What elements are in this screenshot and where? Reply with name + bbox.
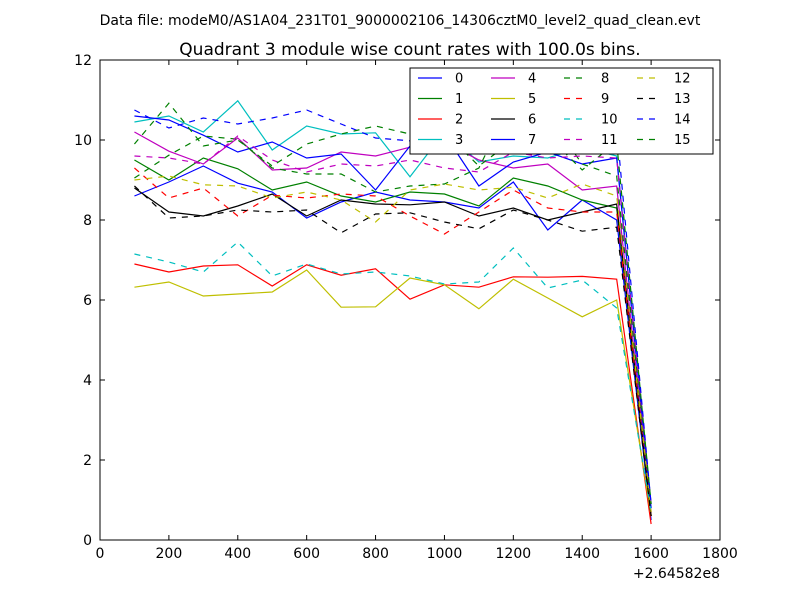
y-tick-label: 8 (83, 213, 92, 229)
y-tick-label: 4 (83, 373, 92, 389)
series-line-8 (134, 97, 652, 509)
legend-frame (409, 67, 714, 155)
x-tick-label: 1400 (564, 546, 600, 562)
legend-label-2: 2 (455, 113, 463, 128)
x-tick-label: 1000 (427, 546, 463, 562)
legend-label-14: 14 (674, 113, 691, 128)
legend-label-15: 15 (674, 133, 691, 148)
legend-label-10: 10 (601, 113, 618, 128)
x-tick-label: 600 (293, 546, 320, 562)
x-tick-label: 0 (96, 546, 105, 562)
legend-label-12: 12 (674, 72, 691, 87)
legend-label-1: 1 (455, 92, 463, 107)
x-tick-label: 800 (362, 546, 389, 562)
legend-label-7: 7 (528, 133, 536, 148)
legend-label-5: 5 (528, 92, 536, 107)
chart-title: Quadrant 3 module wise count rates with … (179, 40, 640, 60)
y-tick-label: 6 (83, 293, 92, 309)
series-line-9 (134, 167, 652, 517)
series-line-2 (134, 263, 652, 525)
legend-label-9: 9 (601, 92, 609, 107)
ticks-layer: 0 200 400 600 800 1000 1200 1400 1600 18000246810… (74, 53, 738, 562)
series-line-1 (134, 157, 652, 517)
x-tick-label: 400 (224, 546, 251, 562)
series-line-5 (134, 269, 652, 517)
x-tick-label: 200 (156, 546, 183, 562)
legend-label-11: 11 (601, 133, 618, 148)
series-line-0 (134, 165, 652, 521)
legend-label-4: 4 (528, 72, 536, 87)
series-line-12 (134, 175, 652, 513)
series-layer (133, 97, 652, 525)
legend-label-13: 13 (674, 92, 691, 107)
y-tick-label: 10 (74, 133, 92, 149)
legend-label-0: 0 (455, 72, 463, 87)
legend-label-6: 6 (528, 113, 536, 128)
series-line-4 (134, 131, 652, 513)
x-axis-offset-label: +2.64582e8 (633, 566, 720, 582)
plot-area: 0 200 400 600 800 1000 1200 1400 1600 18000246810… (74, 53, 738, 582)
x-tick-label: 1800 (702, 546, 738, 562)
y-tick-label: 12 (74, 53, 92, 69)
figure-suptitle: Data file: modeM0/AS1A04_231T01_90000021… (100, 13, 701, 29)
series-line-10 (134, 241, 652, 513)
series-line-13 (134, 185, 652, 517)
series-line-6 (134, 187, 652, 517)
legend-label-3: 3 (455, 133, 463, 148)
x-tick-label: 1600 (633, 546, 669, 562)
series-line-11 (134, 135, 652, 505)
y-tick-label: 2 (83, 453, 92, 469)
y-tick-label: 0 (83, 533, 92, 549)
legend-label-8: 8 (601, 72, 609, 87)
x-tick-label: 1200 (496, 546, 532, 562)
